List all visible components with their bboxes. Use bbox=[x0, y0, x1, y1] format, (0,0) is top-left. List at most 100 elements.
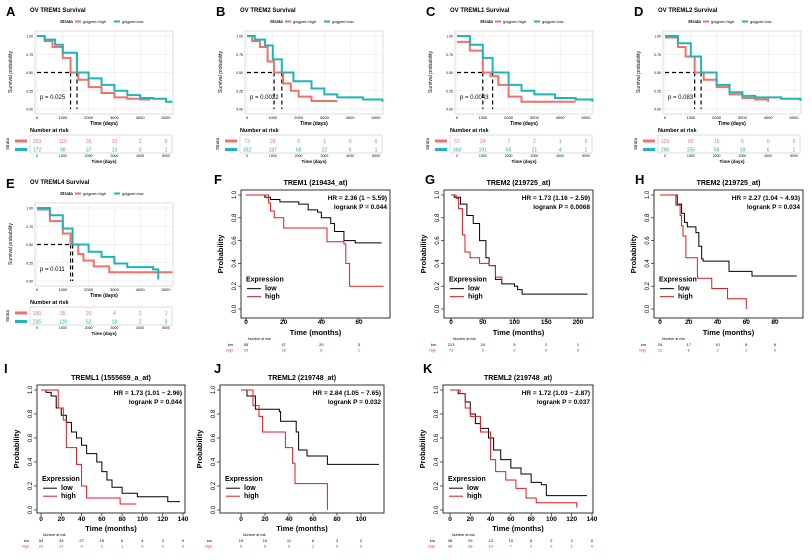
x-tick-label: 5000 bbox=[162, 287, 172, 292]
panel-letter: F bbox=[214, 172, 222, 187]
x-tick-label: 5000 bbox=[790, 115, 800, 120]
x-tick-label: 0 bbox=[239, 516, 243, 523]
risk-x-axis-label: Time (days) bbox=[92, 159, 117, 164]
legend-label: high bbox=[468, 294, 483, 301]
x-tick-label: 0 bbox=[658, 319, 662, 326]
y-tick-label: 0.25 bbox=[26, 89, 33, 93]
x-tick-label: 5000 bbox=[162, 115, 172, 120]
x-tick-label: 60 bbox=[507, 516, 515, 523]
risk-count: 5 bbox=[264, 544, 267, 549]
risk-count: 2 bbox=[360, 538, 363, 543]
hazard-ratio-label: HR = 2.27 (1.04 − 4.93) bbox=[732, 195, 800, 202]
panel-letter: G bbox=[425, 172, 435, 187]
y-tick-label: 0.0 bbox=[28, 505, 34, 514]
y-tick-label: 0.0 bbox=[434, 505, 440, 514]
y-axis-label: Probability bbox=[12, 429, 21, 469]
risk-count: 43 bbox=[59, 538, 64, 543]
x-tick-label: 4000 bbox=[556, 115, 566, 120]
x-tick-label: 40 bbox=[318, 319, 326, 326]
panel-c: C OV TREML1 Survival Strata gdgpmi=high gdgp… bbox=[425, 4, 594, 164]
y-tick-label: 1.00 bbox=[654, 35, 661, 39]
risk-x-tick-label: 1000 bbox=[269, 154, 277, 158]
risk-count: 190 bbox=[33, 311, 42, 317]
panel-title: TREM2 (219725_at) bbox=[697, 180, 761, 187]
risk-count: 5 bbox=[513, 342, 516, 347]
risk-x-axis-label: Time (days) bbox=[512, 159, 537, 164]
risk-count: 73 bbox=[244, 139, 250, 145]
x-tick-label: 60 bbox=[743, 319, 751, 326]
risk-count: 1 bbox=[577, 342, 580, 347]
x-tick-label: 40 bbox=[78, 516, 86, 523]
y-tick-label: 0.6 bbox=[434, 433, 440, 442]
risk-count: 2 bbox=[550, 538, 553, 543]
risk-count: 3 bbox=[336, 538, 339, 543]
y-tick-label: 0.8 bbox=[645, 213, 651, 222]
risk-count: 21 bbox=[39, 544, 44, 549]
risk-count: 36 bbox=[448, 538, 453, 543]
risk-count: 9 bbox=[482, 348, 485, 353]
x-tick-label: 2000 bbox=[712, 115, 722, 120]
risk-count: 24 bbox=[480, 139, 486, 145]
risk-count: 0 bbox=[513, 348, 516, 353]
y-tick-label: 0.75 bbox=[26, 225, 33, 229]
panel-f: F TREM1 (219434_at)0.00.20.40.60.81.00552… bbox=[214, 172, 391, 353]
curve-high bbox=[457, 40, 576, 103]
risk-count: 28 bbox=[468, 544, 473, 549]
risk-count: 28 bbox=[270, 139, 276, 145]
risk-x-tick-label: 5000 bbox=[582, 154, 590, 158]
y-tick-label: 0.50 bbox=[654, 71, 661, 75]
legend-label: high bbox=[61, 493, 76, 500]
risk-count: 187 bbox=[269, 148, 278, 154]
y-axis-label: Probability bbox=[216, 234, 225, 274]
y-tick-label: 0.25 bbox=[654, 89, 661, 93]
risk-count: 0 bbox=[182, 544, 185, 549]
risk-count: 1 bbox=[323, 139, 326, 145]
risk-count: 6 bbox=[320, 348, 323, 353]
risk-x-tick-label: 1000 bbox=[59, 326, 67, 330]
x-tick-label: 2000 bbox=[84, 115, 94, 120]
risk-x-axis-label: Time (days) bbox=[720, 159, 745, 164]
risk-count: 0 bbox=[591, 538, 594, 543]
risk-x-axis-label: Time (days) bbox=[92, 331, 117, 336]
risk-count: 11 bbox=[658, 348, 663, 353]
x-tick-label: 4000 bbox=[136, 115, 146, 120]
legend-title: Expression bbox=[225, 476, 263, 483]
risk-count: 11 bbox=[287, 538, 292, 543]
risk-table-title: Number at risk bbox=[453, 337, 476, 341]
risk-count: 213 bbox=[448, 342, 455, 347]
curve-low bbox=[450, 389, 587, 497]
y-tick-label: 0.25 bbox=[236, 89, 243, 93]
curve-low bbox=[457, 35, 594, 102]
y-tick-label: 0.25 bbox=[446, 89, 453, 93]
risk-table-title: Number at risk bbox=[658, 128, 697, 134]
curve-high bbox=[37, 208, 173, 274]
x-axis-label: Time (months) bbox=[85, 524, 137, 533]
risk-x-tick-label: 2000 bbox=[505, 154, 513, 158]
risk-count: 352 bbox=[243, 148, 252, 154]
x-tick-label: 150 bbox=[541, 319, 552, 326]
plot-box bbox=[653, 189, 804, 319]
legend-title: Expression bbox=[448, 476, 486, 483]
x-tick-label: 0 bbox=[36, 115, 39, 120]
y-tick-label: 0.00 bbox=[236, 108, 243, 112]
x-axis-label: Time (months) bbox=[703, 328, 755, 337]
risk-count: 65 bbox=[506, 148, 512, 154]
y-tick-label: 0.0 bbox=[435, 304, 441, 313]
panel-letter: J bbox=[214, 361, 221, 376]
risk-table bbox=[449, 134, 593, 154]
risk-row-label: high bbox=[639, 349, 646, 353]
logrank-p-label: logrank P = 0.0068 bbox=[533, 204, 590, 211]
x-tick-label: 60 bbox=[355, 319, 363, 326]
risk-count: 1 bbox=[165, 311, 168, 317]
x-tick-label: 20 bbox=[58, 516, 66, 523]
risk-table-title: Number at risk bbox=[248, 337, 271, 341]
legend-label: low bbox=[468, 286, 480, 293]
x-axis-label: Time (days) bbox=[90, 121, 118, 127]
risk-x-axis-label: Time (days) bbox=[302, 159, 327, 164]
curve-low bbox=[37, 207, 160, 280]
curve-high bbox=[37, 35, 151, 101]
x-tick-label: 120 bbox=[157, 516, 168, 523]
x-tick-label: 5000 bbox=[582, 115, 592, 120]
risk-count: 0 bbox=[375, 139, 378, 145]
panel-g: G TREM2 (219725_at) 0.0 0.2 0.4 0.6 0.8 1.0 0 213… bbox=[419, 172, 594, 353]
